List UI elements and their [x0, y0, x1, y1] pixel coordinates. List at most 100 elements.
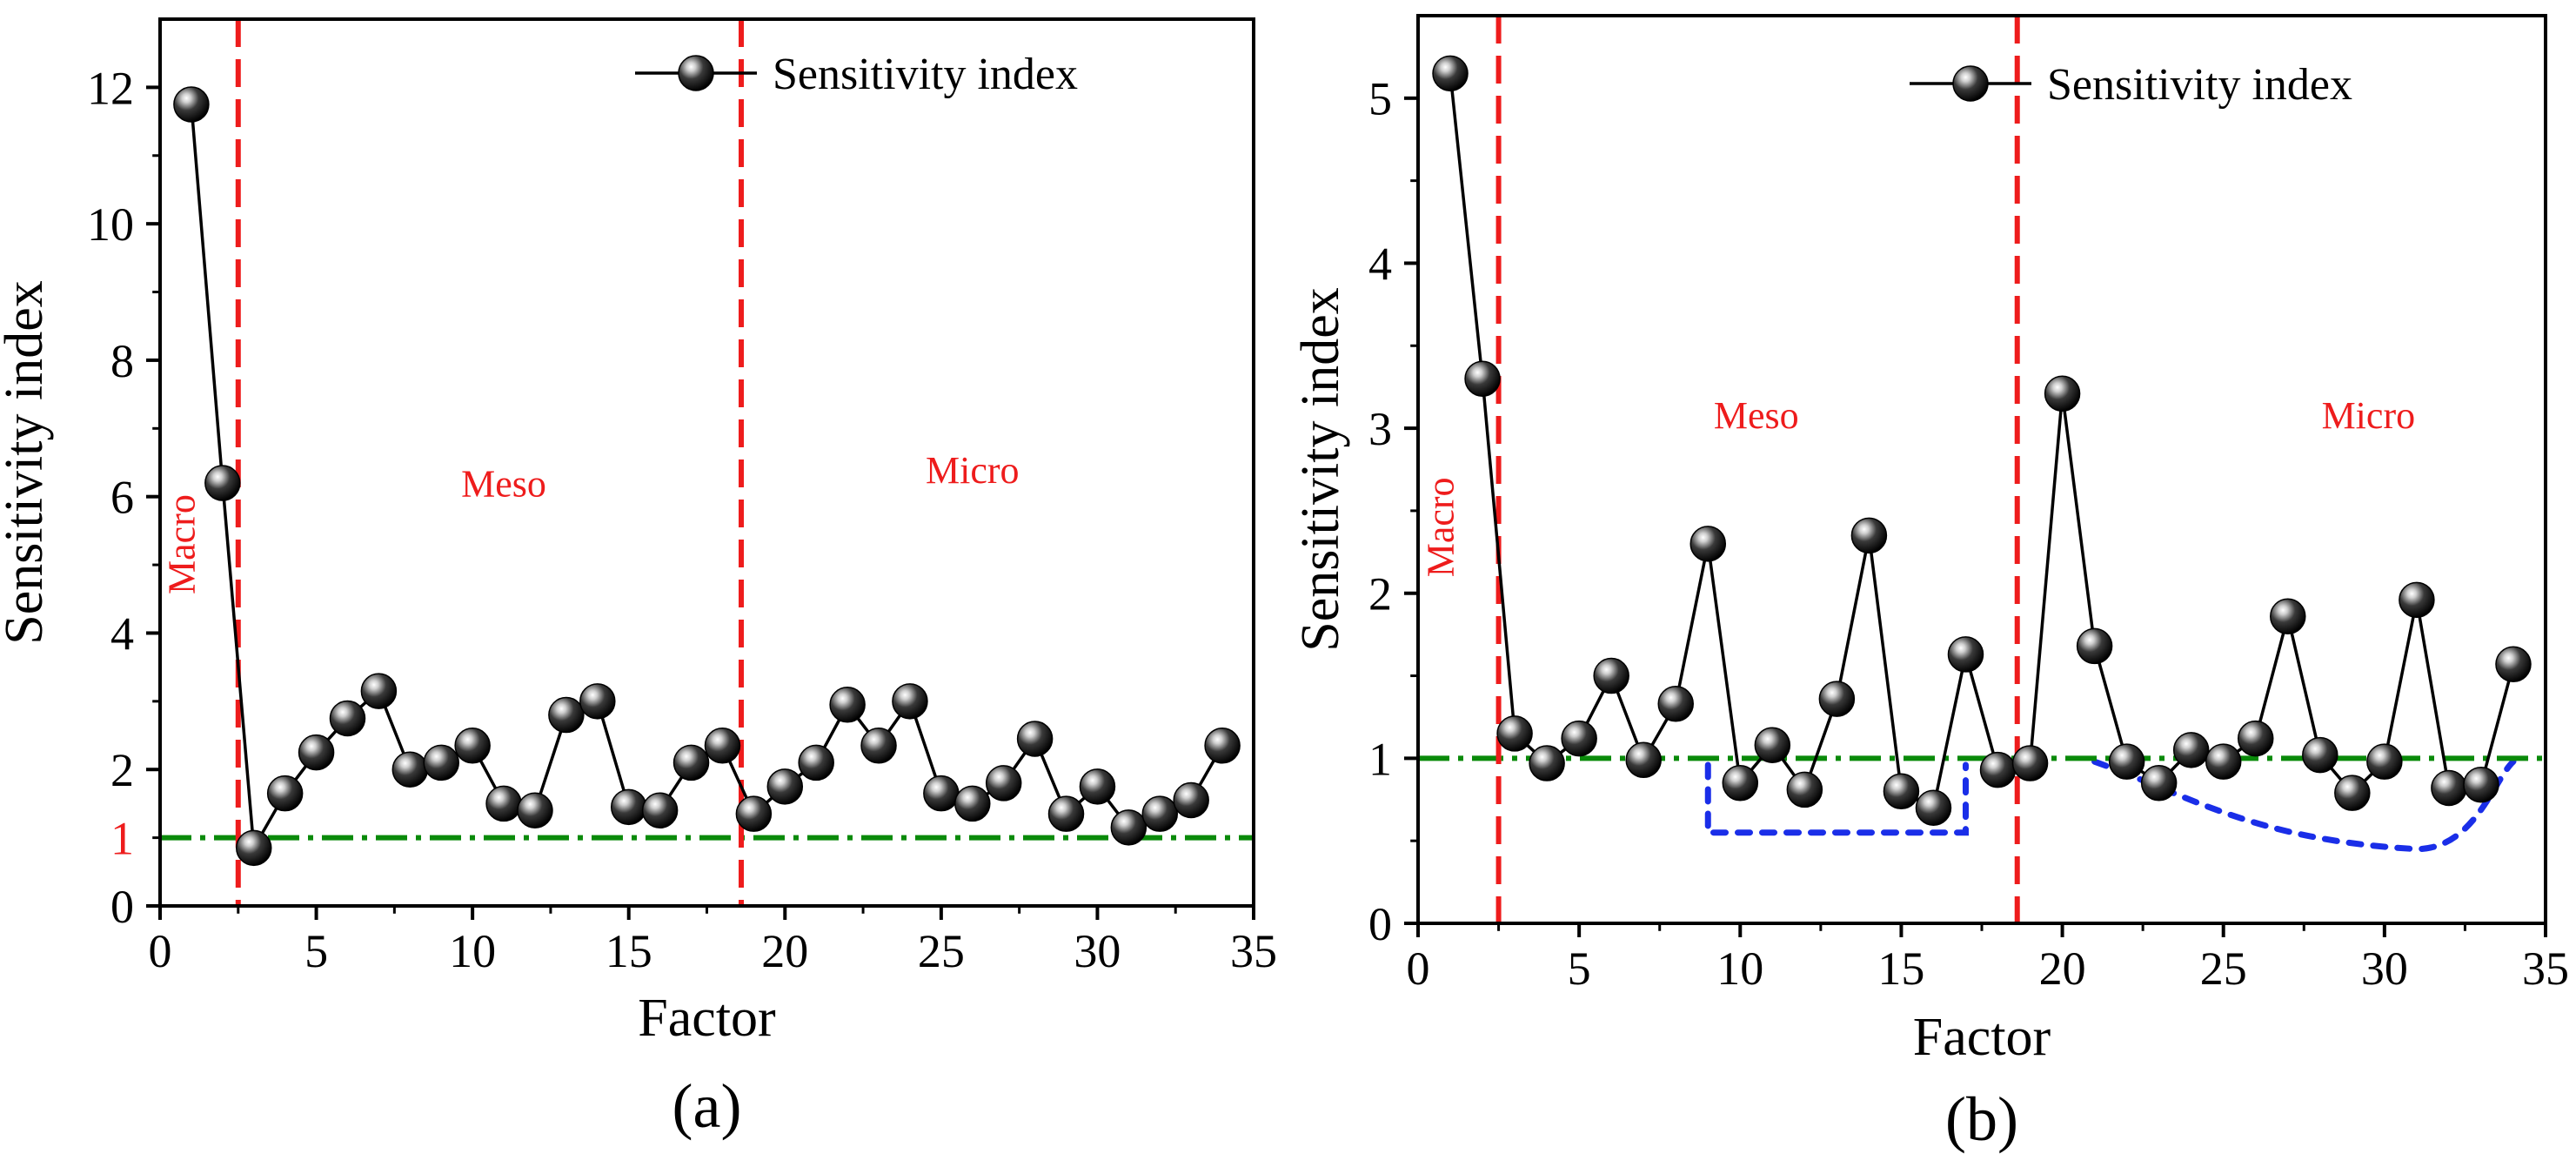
chart2-x-tick-label: 20: [2039, 942, 2086, 995]
chart1-data-point: [360, 673, 398, 709]
chart1-x-axis-label: Factor: [638, 989, 776, 1048]
chart1-data-point: [235, 829, 272, 867]
chart1-y-axis-label: Sensitivity index: [0, 280, 54, 645]
chart1-data-point: [1204, 728, 1241, 764]
chart1-series-line: [190, 104, 1224, 854]
chart1-data-point: [610, 788, 647, 826]
chart1-data-point: [485, 785, 522, 822]
chart1-data-point: [860, 728, 897, 764]
chart2-data-point: [2366, 743, 2403, 780]
chart2-data-point: [1818, 681, 1856, 717]
chart1-data-point: [204, 465, 241, 501]
chart2-data-point: [2172, 732, 2210, 768]
chart2-data-point: [2076, 627, 2113, 665]
chart2-data-point: [2108, 743, 2145, 780]
chart1-data-point: [173, 86, 210, 123]
chart1-data-point: [892, 683, 928, 720]
chart1-region-label-meso: Meso: [461, 463, 546, 506]
chart1-x-tick-label: 35: [1230, 925, 1277, 977]
chart1-data-point: [766, 768, 804, 805]
chart2-x-axis-label: Factor: [1913, 1008, 2051, 1067]
chart2-data-point: [1979, 751, 2017, 788]
chart1-data-point: [798, 744, 834, 781]
chart2-x-tick-label: 0: [1407, 942, 1430, 995]
chart2-x-tick-label: 25: [2200, 942, 2247, 995]
chart2-data-point: [1947, 636, 1984, 673]
chart2-series-line: [1449, 73, 2515, 810]
chart2-plot-frame: [1416, 14, 2547, 925]
chart2-data-point: [1915, 789, 1952, 827]
chart-panel-b: 0 5 10 15 20 25 30 35 0 1 2 3 4 5 Factor Sensitivity in…: [1291, 14, 2569, 1154]
chart1-y-tick-label: 12: [87, 62, 134, 114]
chart2-x-tick-label: 35: [2522, 942, 2569, 995]
chart1-data-point: [579, 683, 616, 720]
chart1-data-point: [923, 775, 960, 812]
chart1-panel-label: (a): [672, 1071, 742, 1141]
chart2-data-point: [2205, 743, 2242, 780]
chart2-panel-label: (b): [1945, 1084, 2018, 1154]
chart1-data-point: [1141, 795, 1179, 832]
chart2-data-point: [1625, 741, 1662, 779]
chart1-data-point: [1016, 721, 1054, 757]
chart2-x-tick-label: 5: [1568, 942, 1591, 995]
chart1-y-extra-tick-label: 1: [110, 813, 134, 865]
chart1-x-tick-label: 20: [761, 925, 808, 977]
chart1-y-tick-label: 6: [110, 472, 134, 524]
chart2-legend-marker: [1952, 65, 1989, 102]
chart1-x-tick-label: 30: [1074, 925, 1121, 977]
chart2-data-point: [2495, 646, 2532, 683]
chart2-region-label-macro: Macro: [1420, 477, 1462, 577]
chart2-data-point: [1722, 765, 1759, 801]
chart1-y-tick-label: 4: [110, 607, 134, 660]
chart1-x-tick-label: 0: [149, 925, 172, 977]
chart2-highlight-region: [1704, 761, 1969, 836]
chart2-y-tick-label: 4: [1368, 238, 1392, 290]
chart1-data-point: [1047, 795, 1085, 832]
chart1-x-tick-label: 5: [304, 925, 328, 977]
chart2-y-tick-label: 1: [1368, 733, 1392, 785]
chart1-data-point: [954, 785, 991, 822]
chart1-data-point: [735, 795, 773, 832]
chart1-data-point: [1079, 768, 1116, 805]
chart2-legend: Sensitivity index: [1910, 60, 2352, 110]
chart2-legend-label: Sensitivity index: [2047, 60, 2352, 110]
chart2-data-point: [2270, 598, 2306, 635]
chart1-y-tick-label: 10: [87, 198, 134, 251]
chart2-data-point: [1689, 526, 1727, 562]
chart1-data-point: [454, 728, 491, 764]
chart2-y-tick-label: 3: [1368, 403, 1392, 455]
chart2-data-point: [1850, 517, 1888, 554]
chart2-data-point: [1432, 55, 1469, 92]
chart2-data-point: [2237, 720, 2274, 757]
chart1-data-point: [298, 734, 335, 771]
chart1-x-tick-label: 10: [449, 925, 496, 977]
chart2-x-tick-label: 15: [1877, 942, 1924, 995]
chart2-data-point: [2302, 736, 2338, 774]
chart1-legend-marker: [678, 55, 714, 91]
chart2-data-point: [1593, 657, 1629, 694]
chart-panel-a: 0 5 10 15 20 25 30 35 0 2 4 6 8 10 12 1 Factor Sensitivit…: [0, 17, 1277, 1141]
chart1-data-point: [548, 696, 585, 734]
chart2-region-label-micro: Micro: [2322, 394, 2416, 437]
chart1-data-point: [329, 700, 366, 737]
chart1-y-tick-label: 2: [110, 744, 134, 796]
chart2-region-label-meso: Meso: [1714, 394, 1799, 437]
chart2-data-point: [1496, 715, 1533, 752]
chart1-data-point: [641, 792, 679, 829]
chart1-x-tick-label: 15: [606, 925, 652, 977]
chart2-data-point: [2399, 581, 2435, 619]
chart2-data-point: [2044, 375, 2081, 412]
chart2-y-tick-label: 2: [1368, 568, 1392, 620]
chart2-data-point: [2334, 775, 2371, 811]
chart1-data-point: [704, 728, 741, 764]
chart1-data-point: [672, 744, 710, 781]
chart1-legend-label: Sensitivity index: [773, 50, 1078, 99]
chart2-data-point: [1786, 771, 1823, 808]
chart1-data-point: [1173, 781, 1209, 819]
chart2-y-axis-label: Sensitivity index: [1291, 287, 1350, 652]
chart1-data-point: [266, 775, 304, 812]
chart2-data-point: [2011, 745, 2049, 781]
chart2-data-point: [1529, 745, 1565, 781]
chart1-x-tick-label: 25: [918, 925, 965, 977]
